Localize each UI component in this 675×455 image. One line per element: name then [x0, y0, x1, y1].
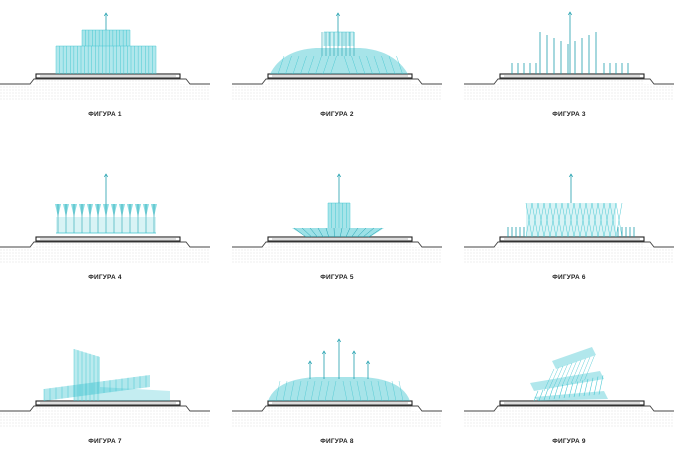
ground-section [464, 400, 674, 427]
figure-caption: ФИГУРА 8 [320, 438, 354, 445]
fountain-drawing [0, 173, 210, 263]
figure-panel: ФИГУРА 5 [232, 171, 442, 291]
fountain-drawing [0, 12, 210, 100]
water-jets [268, 338, 410, 402]
ground-section [0, 73, 210, 100]
water-jets [270, 12, 408, 75]
figure-caption: ФИГУРА 7 [88, 438, 122, 445]
figure-panel: ФИГУРА 6 [464, 171, 674, 291]
figure-panel: ФИГУРА 8 [232, 335, 442, 455]
water-jets [43, 349, 170, 401]
fountain-drawing [464, 347, 674, 427]
figure-caption: ФИГУРА 2 [320, 111, 354, 118]
water-jets [55, 173, 157, 234]
water-jets [507, 173, 635, 238]
figure-panel: ФИГУРА 4 [0, 171, 210, 291]
fountain-drawing [232, 12, 442, 100]
fountain-drawing [464, 11, 674, 100]
fountain-drawing [0, 349, 210, 427]
figure-panel: ФИГУРА 1 [0, 8, 210, 128]
ground-section [464, 236, 674, 263]
figure-caption: ФИГУРА 5 [320, 274, 354, 281]
figure-caption: ФИГУРА 3 [552, 111, 586, 118]
water-jets [530, 347, 608, 402]
figure-caption: ФИГУРА 9 [552, 438, 586, 445]
fountain-drawing [232, 338, 442, 427]
figure-caption: ФИГУРА 1 [88, 111, 122, 118]
figure-panel: ФИГУРА 2 [232, 8, 442, 128]
water-jets [55, 12, 157, 74]
water-jets [292, 173, 384, 238]
figure-caption: ФИГУРА 4 [88, 274, 122, 281]
water-jets [511, 11, 629, 74]
figure-panel: ФИГУРА 3 [464, 8, 674, 128]
fountain-drawing [464, 173, 674, 263]
ground-section [232, 236, 442, 263]
ground-section [232, 400, 442, 427]
ground-section [464, 73, 674, 100]
figure-panel: ФИГУРА 9 [464, 335, 674, 455]
ground-section [0, 400, 210, 427]
figure-panel: ФИГУРА 7 [0, 335, 210, 455]
ground-section [232, 73, 442, 100]
figure-caption: ФИГУРА 6 [552, 274, 586, 281]
ground-section [0, 236, 210, 263]
fountain-drawing [232, 173, 442, 263]
